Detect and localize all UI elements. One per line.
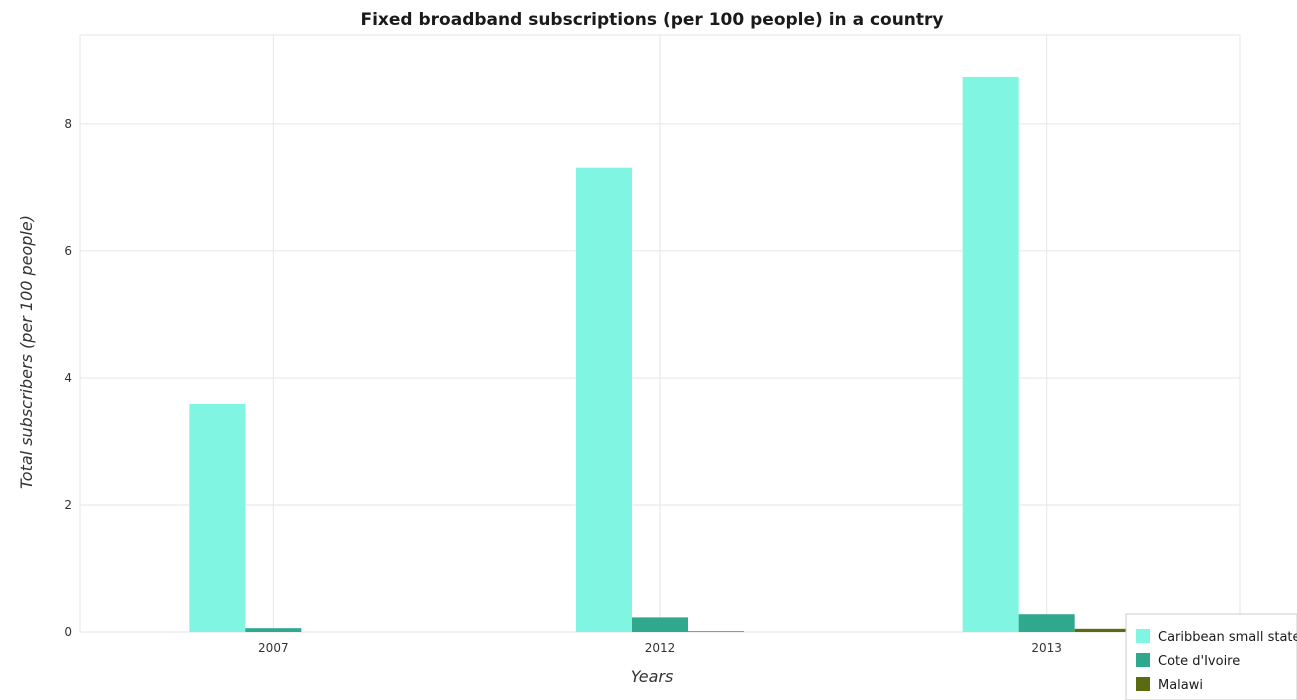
bar-cote-d-ivoire-2013 bbox=[1018, 614, 1075, 632]
x-tick-labels: 2007 2012 2013 bbox=[258, 641, 1062, 655]
legend-swatch bbox=[1136, 677, 1150, 691]
bar-caribbean-small-states-2012 bbox=[576, 167, 632, 632]
y-axis-label: Total subscribers (per 100 people) bbox=[17, 215, 36, 489]
legend-label: Malawi bbox=[1158, 678, 1203, 693]
legend-swatch bbox=[1136, 629, 1150, 643]
legend-swatch bbox=[1136, 653, 1150, 667]
y-tick-label: 4 bbox=[64, 371, 72, 385]
bar-malawi-2013 bbox=[1074, 628, 1131, 632]
bars bbox=[189, 76, 1131, 633]
bar-caribbean-small-states-2013 bbox=[962, 76, 1019, 633]
x-tick-label: 2012 bbox=[645, 641, 676, 655]
y-tick-label: 2 bbox=[64, 498, 72, 512]
x-tick-label: 2013 bbox=[1031, 641, 1062, 655]
legend-label: Caribbean small states bbox=[1158, 630, 1297, 645]
x-axis-label: Years bbox=[631, 667, 674, 686]
y-tick-label: 6 bbox=[64, 244, 72, 258]
chart-title: Fixed broadband subscriptions (per 100 p… bbox=[360, 10, 943, 30]
legend: Caribbean small states Cote d'Ivoire Malaw… bbox=[1125, 613, 1297, 700]
legend-box bbox=[1125, 613, 1297, 700]
legend-label: Cote d'Ivoire bbox=[1158, 654, 1240, 669]
bar-cote-d-ivoire-2012 bbox=[632, 617, 688, 632]
bar-malawi-2012 bbox=[688, 631, 744, 632]
bar-cote-d-ivoire-2007 bbox=[245, 628, 302, 632]
grid bbox=[79, 34, 1241, 633]
x-tick-label: 2007 bbox=[258, 641, 289, 655]
y-tick-label: 0 bbox=[64, 625, 72, 639]
bar-caribbean-small-states-2007 bbox=[189, 403, 246, 632]
y-tick-labels: 0 2 4 6 8 bbox=[64, 117, 72, 639]
y-tick-label: 8 bbox=[64, 117, 72, 131]
